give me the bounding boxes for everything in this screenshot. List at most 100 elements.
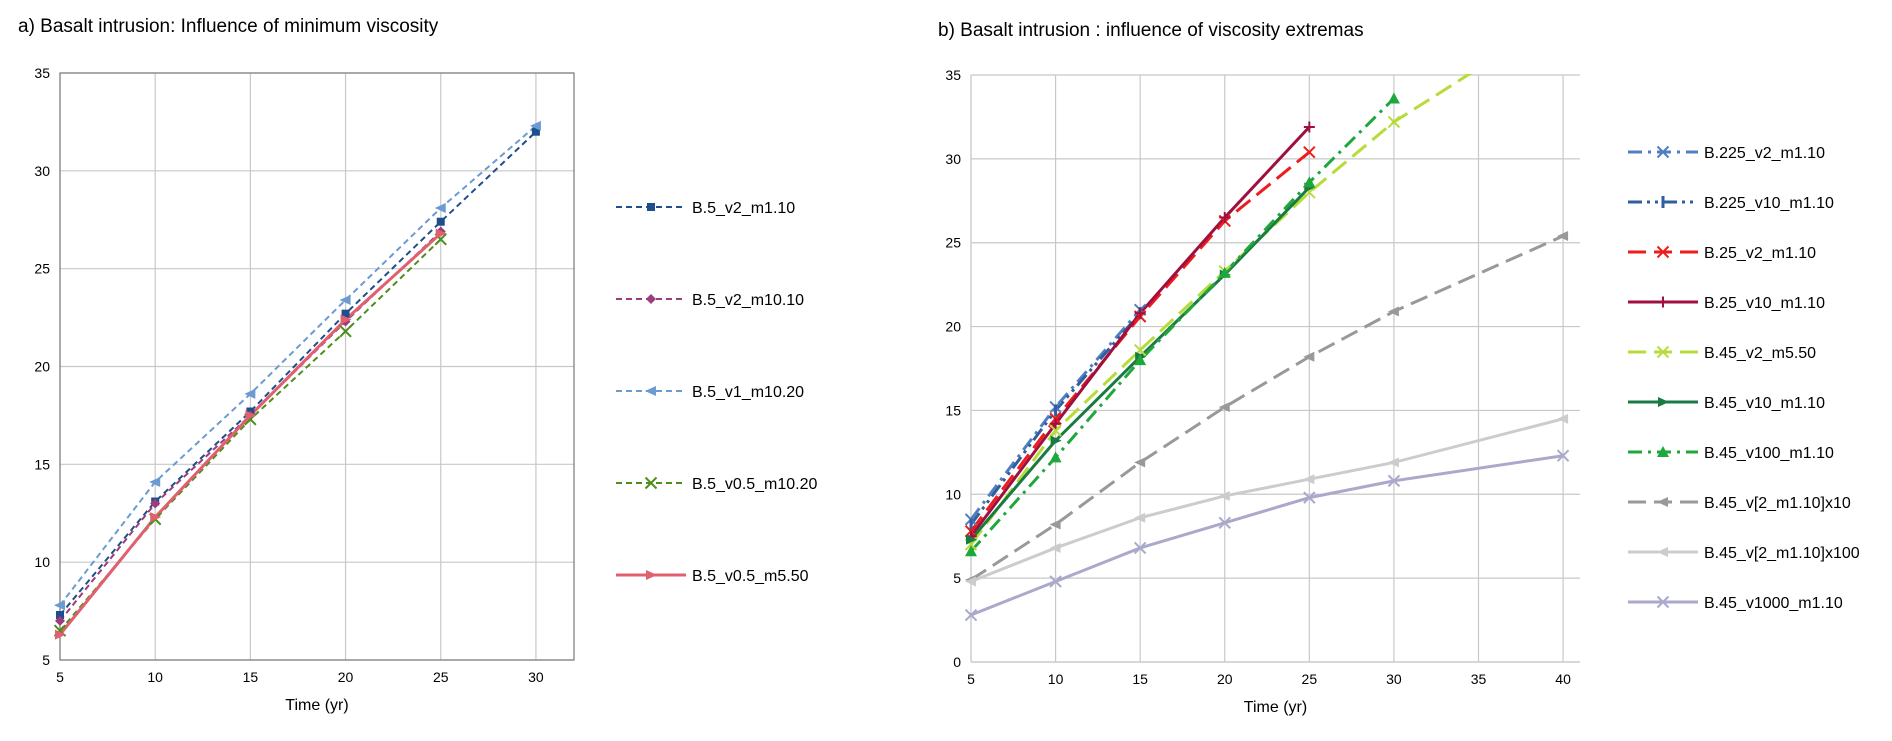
data-point (1134, 457, 1146, 468)
x-tick-label: 20 (1217, 671, 1233, 687)
x-tick-label: 10 (147, 669, 163, 685)
data-point (1303, 145, 1316, 159)
y-tick-label: 30 (34, 163, 50, 179)
x-tick-label: 35 (1471, 671, 1487, 687)
data-point (149, 476, 161, 487)
legend-item: B.45_v100_m1.10 (1628, 445, 1834, 462)
plot-frame (59, 72, 575, 661)
y-tick-label: 20 (34, 359, 50, 375)
data-point (1049, 519, 1061, 530)
data-point (1134, 307, 1146, 319)
y-tick-label: 15 (34, 456, 50, 472)
data-point (341, 309, 350, 318)
legend-label: B.45_v[2_m1.10]x10 (1704, 495, 1851, 512)
data-point (1557, 231, 1569, 242)
y-tick-label: 5 (953, 570, 961, 586)
series-line (971, 454, 1564, 617)
data-point (529, 120, 541, 131)
x-tick-label: 15 (243, 669, 259, 685)
x-tick-label: 30 (528, 669, 544, 685)
legend-marker (1658, 397, 1669, 407)
legend-item: B.45_v2_m5.50 (1628, 345, 1816, 362)
x-tick-label: 5 (56, 669, 64, 685)
legend-label: B.45_v100_m1.10 (1704, 445, 1834, 462)
y-tick-label: 30 (945, 151, 961, 167)
y-tick-label: 5 (42, 652, 50, 668)
x-axis-label: Time (yr) (285, 697, 348, 714)
data-point (531, 127, 540, 136)
data-point (965, 576, 976, 587)
legend-item: B.225_v2_m1.10 (1628, 145, 1825, 162)
legend-marker (644, 476, 658, 490)
chart-a-title: a) Basalt intrusion: Influence of minimu… (18, 16, 439, 37)
legend-label: B.5_v0.5_m5.50 (692, 568, 809, 585)
data-point (1303, 351, 1315, 362)
data-point (1049, 451, 1062, 463)
data-point (964, 608, 978, 622)
data-point (1134, 512, 1146, 523)
x-tick-label: 5 (967, 671, 975, 687)
series-area (60, 125, 537, 636)
legend-marker (646, 294, 656, 304)
legend-label: B.5_v2_m10.10 (692, 292, 804, 309)
legend-marker (1656, 145, 1670, 159)
data-point (965, 545, 977, 557)
data-point (1303, 474, 1315, 485)
y-tick-label: 25 (34, 261, 50, 277)
y-tick-label: 10 (945, 486, 961, 502)
legend-label: B.45_v[2_m1.10]x100 (1704, 545, 1860, 562)
y-tick-label: 35 (34, 65, 50, 81)
data-point (435, 228, 447, 239)
data-point (1387, 92, 1400, 104)
data-point (1303, 176, 1316, 188)
legend-item: B.5_v0.5_m5.50 (616, 568, 809, 585)
data-point (339, 294, 351, 305)
legend-label: B.25_v2_m1.10 (1704, 245, 1816, 262)
legend-item: B.5_v0.5_m10.20 (616, 476, 818, 493)
legend-label: B.25_v10_m1.10 (1704, 295, 1825, 312)
data-point (1219, 212, 1231, 224)
data-point (1218, 490, 1230, 501)
legend-marker (1657, 547, 1668, 557)
legend-label: B.225_v10_m1.10 (1704, 195, 1834, 212)
data-point (434, 203, 446, 214)
x-tick-label: 20 (338, 669, 354, 685)
legend-label: B.225_v2_m1.10 (1704, 145, 1825, 162)
legend-label: B.5_v1_m10.20 (692, 384, 804, 401)
data-point (1303, 121, 1315, 133)
data-point (244, 388, 256, 399)
data-point (1557, 413, 1569, 424)
x-tick-label: 25 (433, 669, 449, 685)
legend-item: B.225_v10_m1.10 (1628, 195, 1834, 212)
legend-marker (1656, 345, 1670, 359)
y-tick-label: 10 (34, 554, 50, 570)
legend-label: B.45_v2_m5.50 (1704, 345, 1816, 362)
legend-item: B.45_v[2_m1.10]x10 (1628, 495, 1851, 512)
x-tick-label: 10 (1048, 671, 1064, 687)
data-point (1218, 516, 1231, 530)
legend-marker (1657, 446, 1669, 457)
data-point (340, 314, 352, 325)
data-point (1218, 266, 1231, 278)
y-tick-label: 25 (945, 235, 961, 251)
legend-marker (646, 570, 657, 580)
gridlines (970, 74, 1580, 663)
legend-marker (1656, 245, 1670, 259)
data-point (1050, 418, 1062, 430)
legend-item: B.45_v1000_m1.10 (1628, 595, 1843, 612)
x-tick-label: 15 (1132, 671, 1148, 687)
data-point (436, 217, 445, 226)
data-point (1387, 457, 1399, 468)
legend-label: B.5_v0.5_m10.20 (692, 476, 818, 493)
x-tick-label: 40 (1555, 671, 1571, 687)
chart-b-title: b) Basalt intrusion : influence of visco… (938, 20, 1364, 41)
y-tick-label: 15 (945, 402, 961, 418)
data-point (56, 610, 64, 619)
legend-label: B.5_v2_m1.10 (692, 200, 795, 217)
legend-label: B.45_v1000_m1.10 (1704, 595, 1843, 612)
data-point (55, 629, 66, 640)
data-point (245, 410, 257, 421)
data-point (1387, 474, 1401, 488)
legend-item: B.5_v2_m1.10 (616, 200, 795, 217)
